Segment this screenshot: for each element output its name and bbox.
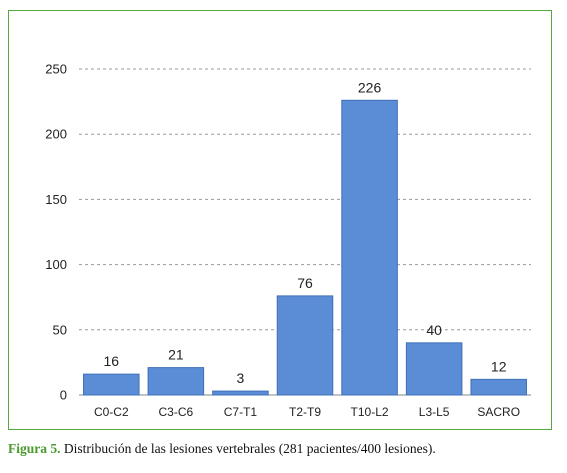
data-label-l3-l5: 40 <box>426 322 442 338</box>
caption-text: Distribución de las lesiones vertebrales… <box>60 441 436 456</box>
data-label-c0-c2: 16 <box>103 353 119 369</box>
x-tick-label-l3-l5: L3-L5 <box>419 405 450 419</box>
x-tick-label-t2-t9: T2-T9 <box>289 405 321 419</box>
bar-c7-t1 <box>212 390 269 396</box>
chart-frame: 0 50 100 150 200 250 16 C0-C2 21 C3-C6 3 C7-T1 76 T2-… <box>8 10 552 430</box>
bar-c3-c6 <box>147 367 205 396</box>
data-label-c7-t1: 3 <box>237 370 245 386</box>
y-tick-label-250: 250 <box>45 62 67 77</box>
bar-chart: 0 50 100 150 200 250 16 C0-C2 21 C3-C6 3 C7-T1 76 T2-… <box>45 62 531 419</box>
bar-c0-c2 <box>83 373 140 396</box>
bar-l3-l5 <box>405 342 463 396</box>
x-tick-label-c3-c6: C3-C6 <box>159 405 194 419</box>
y-tick-label-150: 150 <box>45 192 67 207</box>
data-label-t2-t9: 76 <box>297 275 313 291</box>
data-label-sacro: 12 <box>491 358 507 374</box>
data-label-c3-c6: 21 <box>168 347 184 363</box>
y-tick-label-50: 50 <box>53 322 67 337</box>
data-label-t10-l2: 226 <box>358 79 382 95</box>
figure-caption: Figura 5. Distribución de las lesiones v… <box>8 441 560 457</box>
y-tick-label-100: 100 <box>45 257 67 272</box>
bar-sacro <box>470 378 527 396</box>
figure-label: Figura 5. <box>8 441 61 456</box>
x-tick-label-sacro: SACRO <box>477 405 520 419</box>
x-tick-label-t10-l2: T10-L2 <box>351 405 389 419</box>
bar-t2-t9 <box>276 295 334 396</box>
x-tick-label-c7-t1: C7-T1 <box>224 405 258 419</box>
y-tick-label-200: 200 <box>45 127 67 142</box>
bar-t10-l2 <box>341 99 398 396</box>
x-tick-label-c0-c2: C0-C2 <box>94 405 129 419</box>
y-tick-label-0: 0 <box>60 388 67 403</box>
